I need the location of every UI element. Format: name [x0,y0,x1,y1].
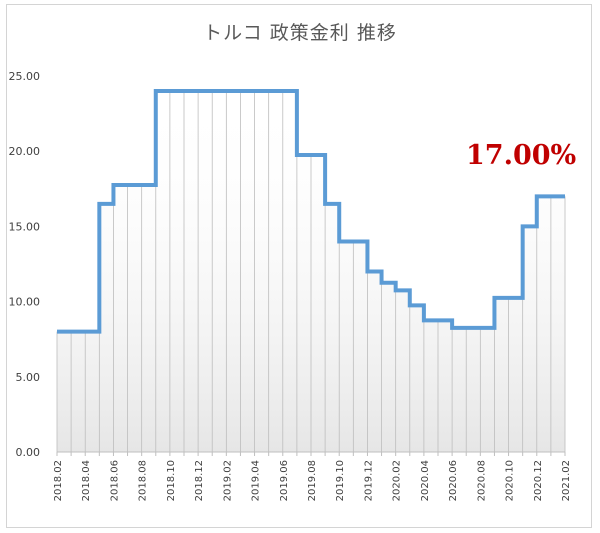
x-tick-label: 2020.04 [420,460,431,501]
y-tick-label: 15.00 [9,220,41,233]
rate-line [57,89,565,334]
y-tick-label: 5.00 [16,371,41,384]
x-tick-label: 2019.08 [307,460,318,501]
x-tick-label: 2018.02 [53,460,64,501]
x-tick-label: 2020.06 [448,460,459,501]
x-tick-label: 2019.06 [279,460,290,501]
x-tick-label: 2018.12 [194,460,205,501]
x-tick-label: 2020.12 [533,460,544,501]
y-tick-label: 10.00 [9,296,41,309]
rate-annotation: 17.00% [466,140,577,171]
x-tick-label: 2020.02 [392,460,403,501]
x-tick-label: 2018.04 [81,460,92,501]
x-tick-label: 2021.02 [561,460,572,501]
x-tick-label: 2018.08 [138,460,149,501]
chart-title: トルコ 政策金利 推移 [203,22,397,44]
x-tick-label: 2018.06 [109,460,120,501]
x-tick-label: 2020.08 [476,460,487,501]
x-tick-label: 2019.02 [222,460,233,501]
y-tick-label: 25.00 [9,70,41,83]
x-tick-label: 2018.10 [166,460,177,501]
x-tick-label: 2019.10 [335,460,346,501]
x-tick-label: 2019.04 [251,460,262,501]
x-tick-label: 2020.10 [505,460,516,501]
y-tick-label: 20.00 [9,145,41,158]
x-tick-label: 2019.12 [363,460,374,501]
y-tick-label: 0.00 [16,446,41,459]
